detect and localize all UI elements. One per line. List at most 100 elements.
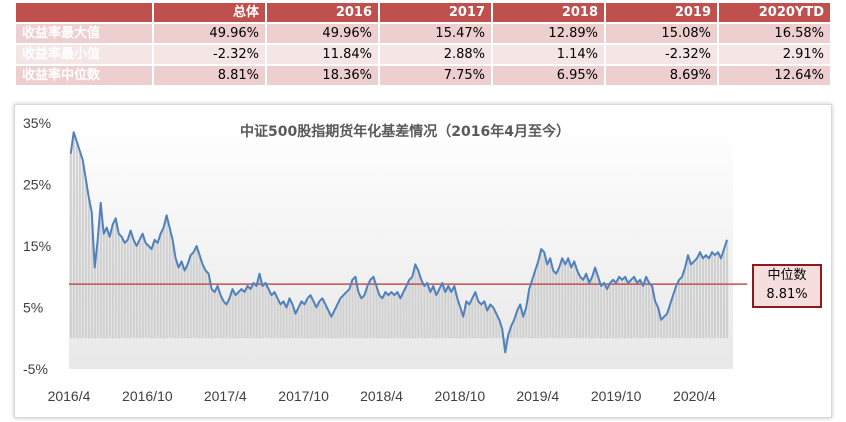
header-cell: 2016 — [267, 3, 378, 22]
area-bar — [462, 316, 465, 339]
area-bar — [249, 289, 252, 339]
area-bar — [468, 304, 471, 339]
area-bar — [237, 292, 240, 339]
x-tick-label: 2018/4 — [360, 388, 403, 404]
stats-header-row: 总体 2016 2017 2018 2019 2020YTD — [16, 3, 830, 22]
x-tick-label: 2016/4 — [48, 388, 91, 404]
area-bar — [648, 282, 651, 339]
area-bar — [177, 267, 180, 339]
area-bar — [261, 285, 264, 339]
area-bar — [309, 295, 312, 339]
area-bar — [513, 319, 516, 339]
area-bar — [291, 304, 294, 339]
chart-panel: -5% 5% 15% 25% 35% 2016/4 2016/10 2017/4 2017/10… — [14, 104, 832, 418]
area-bar — [510, 325, 513, 339]
area-bar — [696, 258, 699, 339]
area-bar — [222, 301, 225, 339]
basis-chart: -5% 5% 15% 25% 35% 2016/4 2016/10 2017/4 2017/10… — [23, 115, 747, 404]
area-bar — [483, 301, 486, 339]
area-bar — [201, 264, 204, 339]
area-bar — [570, 267, 573, 339]
area-bar — [246, 285, 249, 339]
area-bar — [552, 270, 555, 339]
median-callout-label: 中位数 — [767, 268, 807, 283]
area-bar — [654, 301, 657, 339]
area-bar — [642, 285, 645, 339]
area-bar — [195, 246, 198, 339]
table-cell: 7.75% — [380, 66, 491, 85]
area-bar — [480, 304, 483, 339]
area-bar — [279, 304, 282, 339]
area-bar — [564, 264, 567, 339]
area-bar — [663, 316, 666, 339]
area-bar — [582, 279, 585, 339]
area-bar — [147, 246, 150, 339]
area-bar — [660, 319, 663, 339]
area-bar — [561, 258, 564, 339]
area-bar — [600, 285, 603, 339]
area-bar — [300, 301, 303, 339]
table-row: 收益率最大值 49.96% 49.96% 15.47% 12.89% 15.08… — [16, 24, 830, 43]
area-bar — [75, 141, 78, 339]
area-bar — [96, 239, 99, 339]
area-bar — [555, 273, 558, 339]
area-bar — [144, 242, 147, 339]
area-bar — [504, 338, 507, 353]
area-bar — [87, 196, 90, 339]
area-bar — [333, 310, 336, 339]
area-bar — [390, 292, 393, 339]
area-bar — [636, 282, 639, 339]
x-tick-label: 2018/10 — [435, 388, 486, 404]
area-bar — [294, 313, 297, 339]
area-bar — [330, 316, 333, 339]
area-bar — [549, 258, 552, 339]
area-bar — [630, 279, 633, 339]
area-bar — [711, 252, 714, 339]
area-bar — [627, 282, 630, 339]
area-bar — [324, 304, 327, 339]
area-bar — [135, 246, 138, 339]
area-bar — [138, 239, 141, 339]
area-bar — [693, 261, 696, 339]
stats-corner-cell — [16, 3, 152, 22]
area-bar — [369, 279, 372, 339]
header-cell: 2018 — [493, 3, 604, 22]
area-bar — [81, 159, 84, 339]
area-bar — [426, 282, 429, 339]
area-bar — [216, 285, 219, 339]
area-bar — [687, 255, 690, 339]
area-bar — [399, 298, 402, 339]
area-bar — [372, 276, 375, 339]
area-bar — [192, 252, 195, 339]
row-label: 收益率中位数 — [16, 66, 152, 85]
table-cell: -2.32% — [606, 45, 717, 64]
area-bar — [588, 282, 591, 339]
area-bar — [117, 233, 120, 339]
area-bar — [540, 249, 543, 339]
table-cell: 16.58% — [719, 24, 830, 43]
area-bar — [204, 270, 207, 339]
table-cell: 49.96% — [267, 24, 378, 43]
row-label: 收益率最小值 — [16, 45, 152, 64]
area-bar — [258, 273, 261, 339]
area-bar — [438, 289, 441, 339]
area-bar — [210, 289, 213, 339]
table-row: 收益率最小值 -2.32% 11.84% 2.88% 1.14% -2.32% … — [16, 45, 830, 64]
area-bar — [579, 276, 582, 339]
stats-table: 总体 2016 2017 2018 2019 2020YTD 收益率最大值 49… — [14, 1, 832, 87]
table-cell: 49.96% — [154, 24, 265, 43]
area-bar — [705, 255, 708, 339]
area-bar — [618, 276, 621, 339]
table-cell: 8.69% — [606, 66, 717, 85]
area-bar — [183, 270, 186, 339]
area-bar — [231, 289, 234, 339]
area-bar — [567, 258, 570, 339]
area-bar — [315, 307, 318, 339]
area-bar — [150, 249, 153, 339]
y-tick-label: -5% — [23, 361, 48, 377]
area-bar — [78, 150, 81, 339]
area-bar — [99, 202, 102, 339]
area-bar — [603, 282, 606, 339]
area-bar — [159, 233, 162, 339]
area-bar — [120, 236, 123, 339]
